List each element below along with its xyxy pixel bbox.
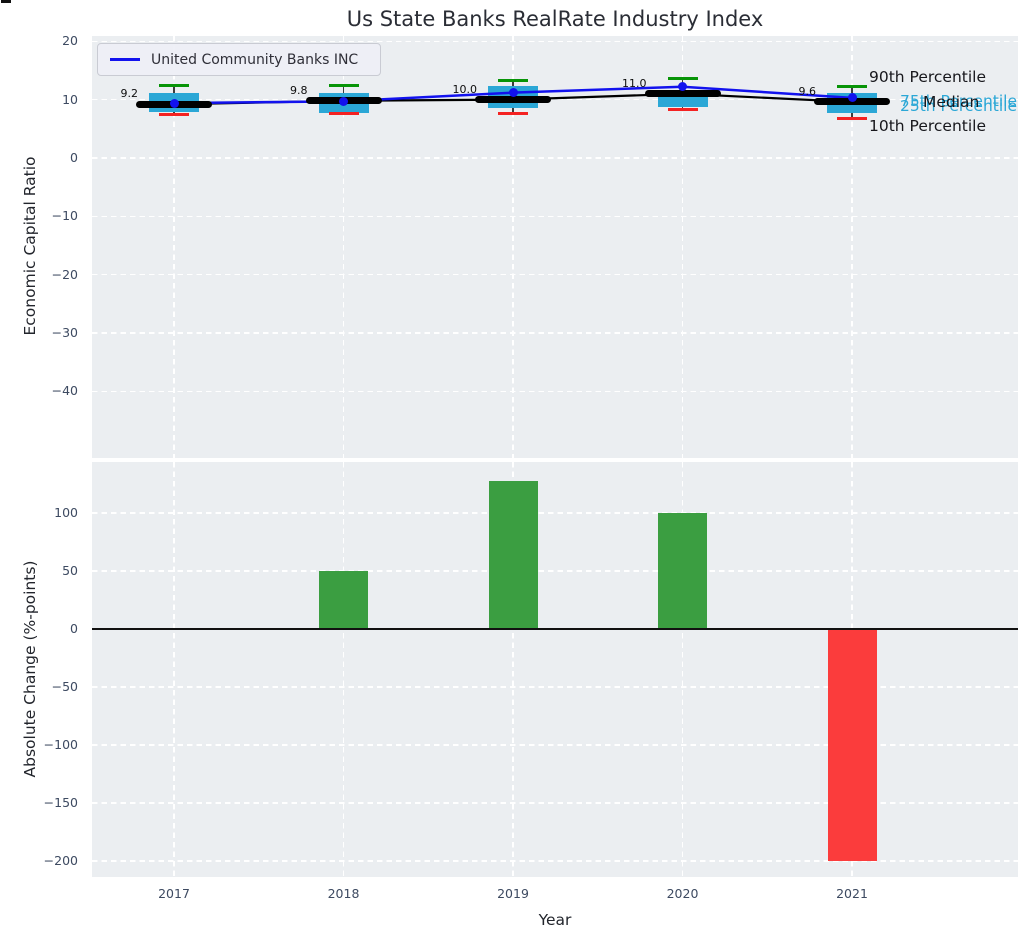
cap-10th-percentile — [837, 116, 867, 120]
xtick-label: 2020 — [666, 886, 699, 901]
gridline-vertical — [851, 36, 853, 458]
gridline-horizontal — [92, 215, 1018, 218]
gridline-horizontal — [92, 273, 1018, 276]
gridline-horizontal — [92, 686, 1018, 688]
bottom-ytick-label: 50 — [62, 562, 78, 578]
cap-10th-percentile — [328, 112, 359, 116]
cap-10th-percentile — [667, 108, 698, 112]
cap-10th-percentile — [159, 112, 189, 116]
bar — [319, 570, 368, 629]
figure-title: Us State Banks RealRate Industry Index — [346, 7, 764, 31]
cap-90th-percentile — [328, 83, 359, 87]
gridline-vertical — [173, 462, 175, 877]
company-dot — [169, 98, 179, 108]
cap-90th-percentile — [498, 79, 528, 83]
bottom-ytick-label: −50 — [51, 678, 78, 694]
cap-90th-percentile — [837, 84, 867, 88]
screen-artifact — [1, 0, 11, 3]
bottom-ytick-label: 100 — [54, 505, 78, 520]
gridline-horizontal — [92, 512, 1018, 514]
xtick-label: 2018 — [327, 886, 360, 901]
gridline-vertical — [173, 36, 175, 458]
median-annotation: 9.2 — [120, 87, 139, 101]
top-ytick-label: −20 — [51, 266, 78, 282]
bar — [827, 628, 877, 861]
median-annotation: 10.0 — [452, 82, 478, 96]
legend-line-sample — [110, 58, 140, 61]
cap-10th-percentile — [498, 111, 528, 115]
gridline-vertical — [681, 36, 684, 458]
bottom-ytick-label: −100 — [43, 736, 78, 752]
top-ytick-label: −40 — [51, 383, 78, 399]
median-annotation: 9.8 — [290, 83, 308, 97]
gridline-horizontal — [92, 802, 1018, 804]
bottom-axes — [92, 462, 1018, 877]
gridline-horizontal — [92, 744, 1018, 746]
cap-90th-percentile — [159, 84, 189, 88]
bottom-ytick-label: −200 — [43, 852, 78, 868]
company-dot — [508, 88, 518, 98]
gridline-vertical — [342, 462, 345, 877]
bar — [658, 513, 707, 629]
company-dot — [339, 96, 348, 106]
top-y-axis-label: Economic Capital Ratio — [21, 156, 39, 336]
gridline-horizontal — [92, 570, 1018, 572]
xtick-label: 2019 — [497, 886, 529, 901]
gridline-horizontal — [92, 390, 1018, 393]
xtick-label: 2021 — [836, 886, 868, 901]
xtick-label: 2017 — [158, 886, 190, 901]
bottom-ytick-label: −150 — [43, 794, 78, 810]
bottom-y-axis-label: Absolute Change (%-points) — [21, 560, 39, 778]
top-ytick-label: −30 — [51, 325, 78, 341]
gridline-vertical — [512, 36, 514, 458]
x-axis-label: Year — [538, 911, 572, 929]
bottom-ytick-label: 0 — [70, 620, 78, 636]
top-ytick-label: 10 — [62, 91, 78, 107]
side-label-10th-percentile: 10th Percentile — [869, 117, 987, 135]
median-annotation: 11.0 — [622, 76, 647, 90]
gridline-horizontal — [92, 157, 1018, 159]
median-segment — [644, 90, 721, 98]
median-segment — [475, 96, 551, 104]
side-label-75th-percentile: 75th Percentile — [900, 92, 1018, 110]
gridline-vertical — [512, 462, 514, 877]
legend: United Community Banks INC — [97, 43, 381, 76]
gridline-horizontal — [92, 332, 1018, 334]
side-label-25th-percentile: 25th Percentile — [900, 96, 1018, 115]
legend-label: United Community Banks INC — [151, 51, 359, 68]
bar — [488, 480, 538, 629]
median-annotation: 9.6 — [798, 84, 817, 98]
cap-90th-percentile — [667, 76, 698, 80]
gridline-vertical — [342, 36, 345, 458]
top-ytick-label: 20 — [62, 33, 78, 49]
side-label-median: Median — [923, 92, 980, 111]
side-label-90th-percentile: 90th Percentile — [869, 68, 987, 86]
gridline-horizontal — [92, 40, 1018, 42]
company-dot — [847, 93, 857, 103]
top-ytick-label: 0 — [70, 149, 78, 165]
zero-line — [92, 628, 1018, 630]
gridline-horizontal — [92, 860, 1018, 862]
top-ytick-label: −10 — [51, 208, 78, 224]
gridline-vertical — [681, 462, 684, 877]
